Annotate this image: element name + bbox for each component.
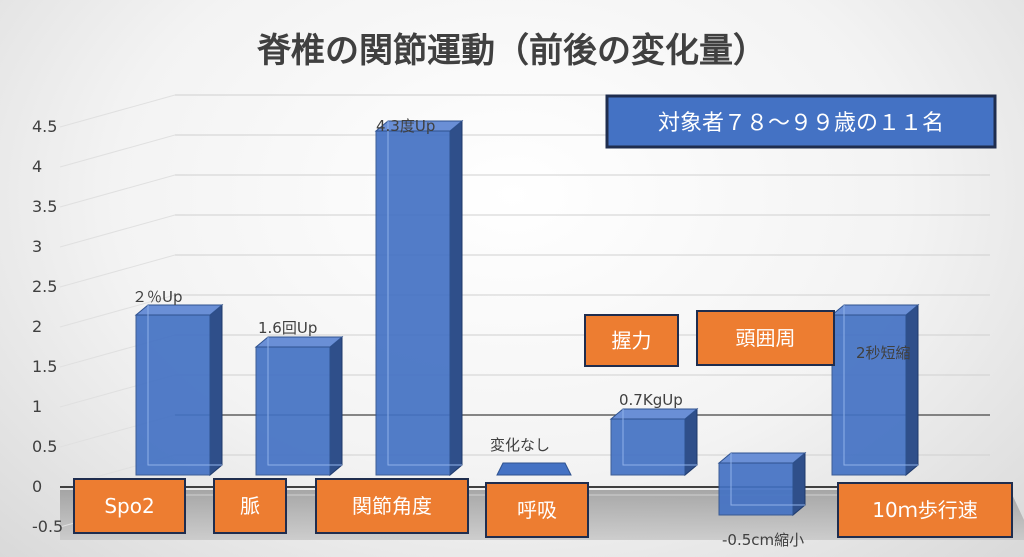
y-tick-label: 1.5 xyxy=(32,357,57,376)
data-label: -0.5cm縮小 xyxy=(722,531,804,549)
category-label: 10ｍ歩行速 xyxy=(837,482,1013,538)
y-tick-label: 2.5 xyxy=(32,277,57,296)
bar xyxy=(496,462,572,476)
bar xyxy=(609,407,699,477)
y-axis: 4.5 4 3.5 3 2.5 2 1.5 1 0.5 0 -0.5 xyxy=(32,117,63,536)
y-tick-label: 3 xyxy=(32,237,42,256)
gridline-floor xyxy=(59,214,176,248)
category-label: 関節角度 xyxy=(315,478,469,534)
bar xyxy=(254,335,344,477)
category-text: 10ｍ歩行速 xyxy=(872,498,977,522)
y-tick-label: 0.5 xyxy=(32,437,57,456)
gridline-floor xyxy=(59,254,176,288)
bars xyxy=(134,119,920,517)
data-label: 0.7KgUp xyxy=(619,391,683,409)
data-label: 変化なし xyxy=(490,436,550,454)
chart-title: 脊椎の関節運動（前後の変化量） xyxy=(257,31,767,71)
data-label: ２％Up xyxy=(132,288,183,306)
category-label: Spo2 xyxy=(73,478,186,534)
gridline-floor xyxy=(59,294,176,328)
category-label: 握力 xyxy=(584,314,679,367)
category-text: 頭囲周 xyxy=(736,326,796,350)
data-label: 4.3度Up xyxy=(376,117,435,135)
category-label: 脈 xyxy=(213,478,287,534)
category-label: 頭囲周 xyxy=(696,310,835,366)
gridline-floor xyxy=(59,174,176,208)
category-text: 呼吸 xyxy=(517,498,557,522)
info-text: 対象者７８～９９歳の１１名 xyxy=(658,111,944,136)
category-label: 呼吸 xyxy=(485,482,589,538)
data-label: 1.6回Up xyxy=(258,319,317,337)
data-label: 2秒短縮 xyxy=(856,344,911,362)
category-text: Spo2 xyxy=(104,494,154,518)
y-tick-label: 4 xyxy=(32,157,42,176)
bar xyxy=(374,119,464,477)
y-tick-label: -0.5 xyxy=(32,517,63,536)
category-labels: Spo2 脈 関節角度 呼吸 握力 頭囲周 10ｍ歩行速 xyxy=(73,310,1013,538)
bar xyxy=(830,303,920,477)
category-text: 握力 xyxy=(612,329,652,353)
bar xyxy=(717,451,807,517)
data-labels: ２％Up 1.6回Up 4.3度Up 変化なし 0.7KgUp -0.5cm縮小 2秒短縮 xyxy=(132,117,911,549)
y-tick-label: 2 xyxy=(32,317,42,336)
y-tick-label: 1 xyxy=(32,397,42,416)
info-box: 対象者７８～９９歳の１１名 xyxy=(605,94,997,149)
y-tick-label: 4.5 xyxy=(32,117,57,136)
gridline-floor xyxy=(59,134,176,168)
category-text: 関節角度 xyxy=(352,494,432,518)
y-tick-label: 3.5 xyxy=(32,197,57,216)
gridline-floor xyxy=(59,94,176,128)
bar xyxy=(134,303,224,477)
y-tick-label: 0 xyxy=(32,477,42,496)
category-text: 脈 xyxy=(240,494,260,518)
